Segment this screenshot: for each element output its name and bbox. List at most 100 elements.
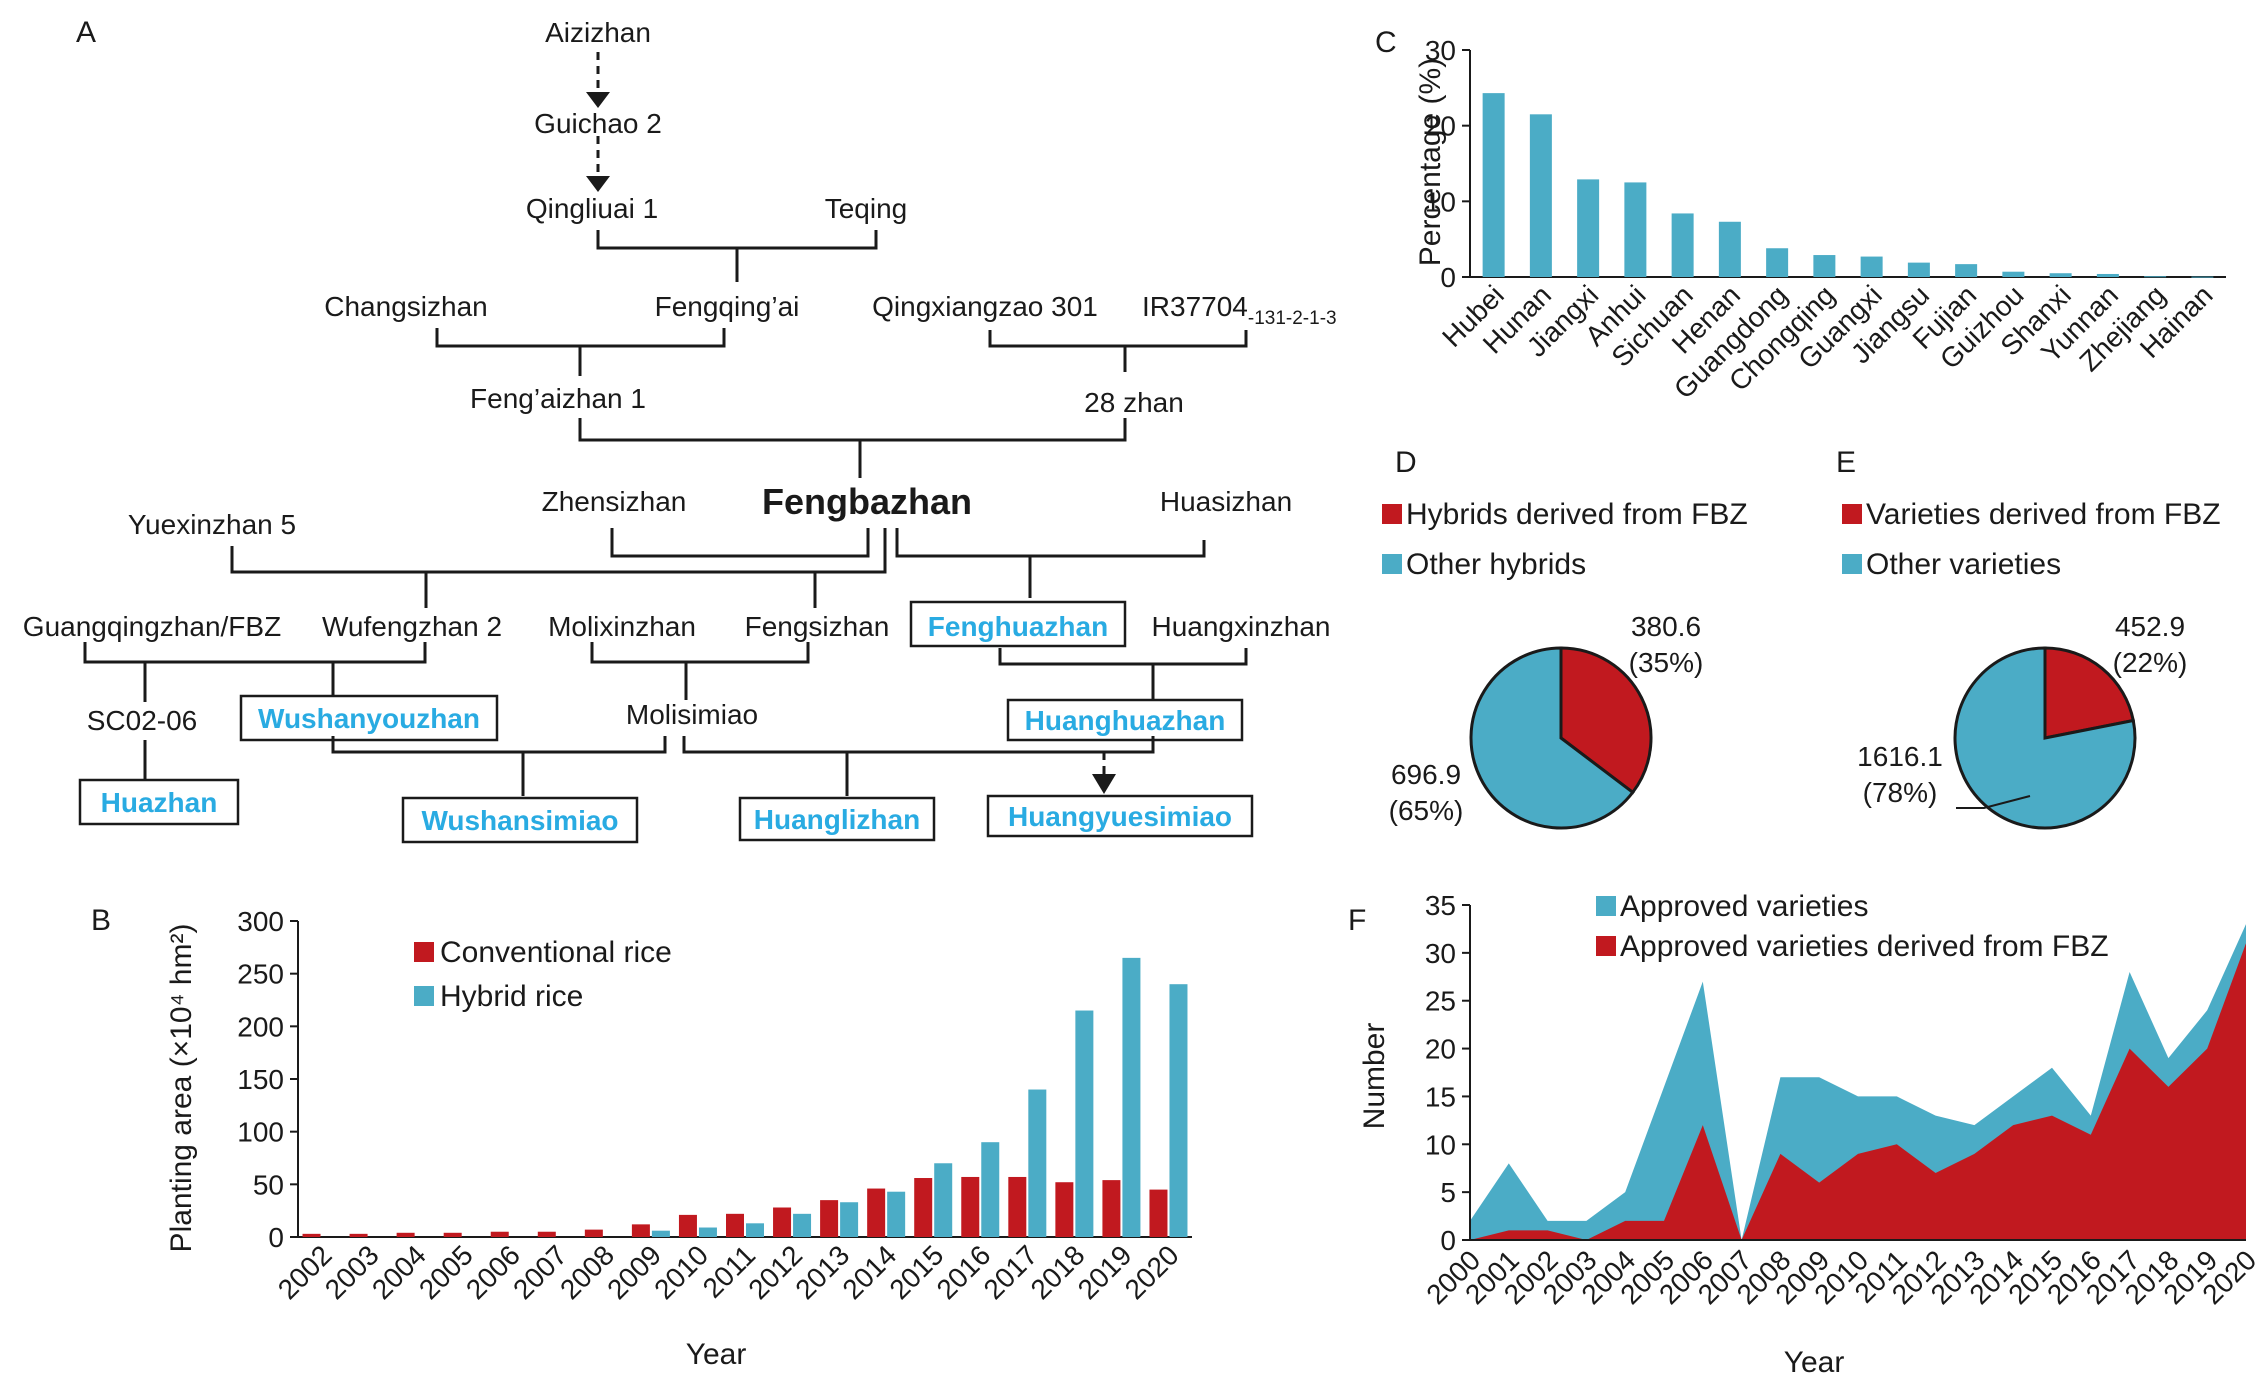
number-y-title: Number [1358,1023,1391,1130]
conventional-bar [1102,1180,1121,1237]
legend-swatch-fbz-varieties [1842,504,1862,524]
node-fengbazhan: Fengbazhan [762,481,972,522]
percentage-y-title: Percentage (%) [1414,58,1447,266]
node-teqing: Teqing [825,193,908,224]
node-molisimiao: Molisimiao [626,699,758,730]
legend-swatch-conventional [414,942,434,962]
fbz-varieties-pct: (22%) [2113,647,2188,678]
conventional-bar [678,1214,697,1237]
x-tick-label: 2010 [648,1239,714,1305]
x-tick-label: 2003 [319,1239,385,1305]
conventional-bar [584,1229,603,1237]
province-bar [1624,182,1647,277]
x-tick-label: 2013 [789,1239,855,1305]
y-tick-label: 20 [1425,111,1456,142]
y-tick-label: 30 [1425,938,1456,969]
panel-label-d: D [1395,446,1417,479]
x-tick-label: 2020 [1119,1239,1185,1305]
panel-label-e: E [1836,446,1856,479]
conventional-bar [302,1233,321,1237]
y-tick-label: 0 [1440,1225,1456,1256]
conventional-bar [631,1224,650,1237]
hybrids-pie-chart: D Hybrids derived from FBZ Other hybrids… [1382,446,1748,830]
pedigree-panel: A [23,16,1337,844]
node-28zhan: 28 zhan [1084,387,1184,418]
fbz-varieties-value: 452.9 [2115,611,2185,642]
conventional-bar [396,1232,415,1237]
approved-fbz-area [1470,943,2246,1240]
pie-slice-fbz [2043,646,2136,740]
y-tick-label: 30 [1425,35,1456,66]
node-zhensizhan: Zhensizhan [542,486,687,517]
province-bar [1529,114,1552,277]
pedigree-arrowheads [586,92,1116,794]
hybrid-bar [746,1223,764,1237]
province-bar [1813,255,1836,277]
hybrid-bar [698,1227,717,1237]
hybrid-bar [840,1202,859,1237]
x-tick-label: 2008 [554,1239,620,1305]
node-huanglizhan: Huanglizhan [754,804,920,835]
y-tick-label: 100 [237,1117,284,1148]
legend-label-conventional: Conventional rice [440,936,672,969]
node-guichao2: Guichao 2 [534,108,662,139]
node-sc0206: SC02-06 [87,705,198,736]
node-huanghuazhan: Huanghuazhan [1025,705,1226,736]
legend-label-hybrid: Hybrid rice [440,980,583,1013]
conventional-bar [726,1213,744,1237]
node-molixinzhan: Molixinzhan [548,611,696,642]
y-tick-label: 300 [237,906,284,937]
node-fenghuazhan: Fenghuazhan [928,611,1108,642]
province-bar [1577,179,1600,277]
legend-label-approved: Approved varieties [1620,890,1868,923]
node-huasizhan: Huasizhan [1160,486,1292,517]
province-bar [2096,273,2119,277]
x-tick-label: 2016 [931,1239,997,1305]
other-varieties-pct: (78%) [1863,777,1938,808]
province-bar [1955,264,1978,277]
hybrid-bar [1169,984,1188,1237]
panel-label-c: C [1375,26,1397,59]
x-tick-label: 2012 [742,1239,808,1305]
x-tick-label: 2009 [601,1239,667,1305]
province-bar [2144,276,2167,278]
node-huangyuesimiao: Huangyuesimiao [1008,801,1232,832]
node-qingxiangzao301: Qingxiangzao 301 [872,291,1098,322]
legend-swatch-other-varieties [1842,554,1862,574]
number-x-title: Year [1784,1346,1845,1379]
province-bar [1907,262,1930,277]
node-yuexinzhan5: Yuexinzhan 5 [128,509,296,540]
conventional-bar [1008,1176,1027,1237]
conventional-bar [537,1231,556,1237]
hybrid-bar [1075,1010,1094,1237]
planting-area-x-title: Year [686,1338,747,1371]
node-wushanyouzhan: Wushanyouzhan [258,703,480,734]
conventional-bar [349,1233,368,1237]
legend-label-other-varieties: Other varieties [1866,548,2061,581]
hybrid-bar [1028,1089,1047,1237]
legend-swatch-hybrid [414,986,434,1006]
hybrid-bar [1122,957,1141,1237]
fbz-hybrids-value: 380.6 [1631,611,1701,642]
x-tick-label: 2006 [460,1239,526,1305]
legend-label-other-hybrids: Other hybrids [1406,548,1586,581]
legend-label-fbz-hybrids: Hybrids derived from FBZ [1406,498,1748,531]
legend-label-approved-fbz: Approved varieties derived from FBZ [1620,930,2109,963]
conventional-bar [1149,1189,1168,1237]
panel-label-a: A [76,16,96,49]
pie-leader-line [1956,795,2031,809]
province-bar [1718,221,1741,277]
legend-swatch-approved-fbz [1596,936,1616,956]
node-ir37704: IR37704-131-2-1-3 [1142,291,1337,329]
province-bar [2191,276,2214,278]
fbz-hybrids-pct: (35%) [1629,647,1704,678]
province-bar [1671,213,1694,277]
varieties-pie-chart: E Varieties derived from FBZ Other varie… [1836,446,2221,830]
other-hybrids-value: 696.9 [1391,759,1461,790]
node-ir37704-subscript: -131-2-1-3 [1248,308,1337,329]
node-guangqingzhan: Guangqingzhan/FBZ [23,611,281,642]
province-bar [2049,273,2072,277]
conventional-bar [914,1178,933,1237]
node-wushansimiao: Wushansimiao [421,805,618,836]
pedigree-connectors [83,52,1248,796]
